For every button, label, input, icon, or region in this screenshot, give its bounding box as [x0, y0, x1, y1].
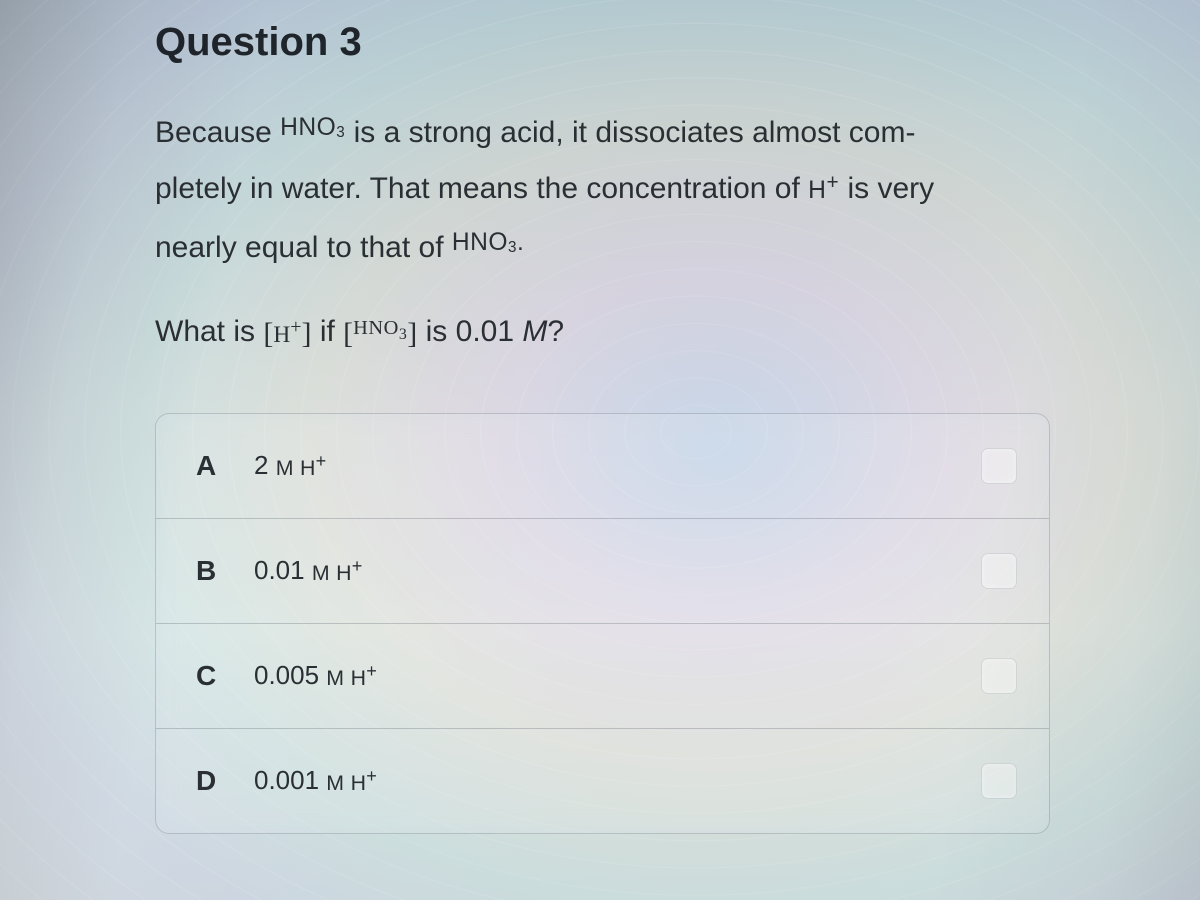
stem-text: if — [311, 315, 343, 348]
hno3-formula: HNO3 — [280, 114, 345, 141]
stem-line-1: Because HNO3 is a strong acid, it dissoc… — [155, 101, 1050, 161]
choice-letter: C — [196, 660, 254, 692]
choice-list: A 2 M H+ B 0.01 M H+ C 0.005 M H+ D 0.00… — [155, 413, 1050, 834]
choice-marker[interactable] — [981, 553, 1017, 589]
choice-a[interactable]: A 2 M H+ — [156, 414, 1049, 518]
stem-text: What is — [155, 315, 263, 348]
choice-text: 2 M H+ — [254, 450, 981, 481]
choice-marker[interactable] — [981, 763, 1017, 799]
stem-text: pletely in water. That means the concent… — [155, 172, 808, 205]
h-plus-bracket: [H+] — [263, 317, 311, 350]
choice-text: 0.01 M H+ — [254, 555, 981, 586]
question-title: Question 3 — [155, 20, 1050, 65]
stem-text: ? — [547, 315, 564, 348]
h-plus-ion: H+ — [808, 177, 839, 204]
question-stem: Because HNO3 is a strong acid, it dissoc… — [155, 101, 1050, 359]
stem-text: is very — [839, 172, 934, 205]
choice-d[interactable]: D 0.001 M H+ — [156, 728, 1049, 833]
choice-text: 0.001 M H+ — [254, 765, 981, 796]
question-card: Question 3 Because HNO3 is a strong acid… — [0, 0, 1200, 874]
stem-text: is 0.01 — [417, 315, 522, 348]
stem-text: Because — [155, 116, 280, 149]
molar-unit: M — [522, 315, 547, 348]
spacer — [155, 276, 1050, 304]
choice-letter: D — [196, 765, 254, 797]
hno3-formula: HNO3. — [452, 229, 524, 256]
stem-line-2: pletely in water. That means the concent… — [155, 161, 1050, 217]
stem-line-3: nearly equal to that of HNO3. — [155, 216, 1050, 276]
choice-letter: A — [196, 450, 254, 482]
choice-c[interactable]: C 0.005 M H+ — [156, 623, 1049, 728]
choice-marker[interactable] — [981, 448, 1017, 484]
stem-text: is a strong acid, it dissociates almost … — [345, 116, 915, 149]
stem-text: nearly equal to that of — [155, 231, 452, 264]
choice-letter: B — [196, 555, 254, 587]
choice-marker[interactable] — [981, 658, 1017, 694]
stem-question-line: What is [H+] if [HNO3] is 0.01 M? — [155, 304, 1050, 360]
choice-text: 0.005 M H+ — [254, 660, 981, 691]
choice-b[interactable]: B 0.01 M H+ — [156, 518, 1049, 623]
hno3-bracket: [HNO3] — [343, 317, 417, 350]
